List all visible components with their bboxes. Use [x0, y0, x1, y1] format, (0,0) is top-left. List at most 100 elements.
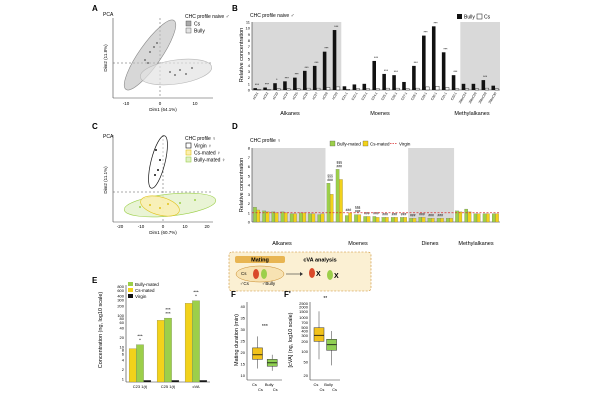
- panel-a-xtick: 10: [192, 101, 198, 106]
- panel-d-bar-bully: [473, 213, 478, 223]
- panel-b-sig: ***: [433, 21, 438, 25]
- panel-d-ytick: 0: [248, 220, 251, 225]
- panel-d-bar-cs: [311, 213, 316, 223]
- panel-d-legend-swatch-bully: [329, 140, 336, 147]
- panel-d-bar-bully: [427, 218, 432, 223]
- panel-d-bar-cs: [486, 213, 490, 223]
- panel-a-xtick: -10: [123, 101, 130, 106]
- panel-b-xtick: C27:1: [400, 91, 408, 101]
- panel-b-bar-bully: [431, 26, 436, 91]
- panel-b-xtick: nC23: [272, 91, 279, 100]
- panel-d-bar-cs: [375, 217, 380, 223]
- panel-f2-ytick: 300: [301, 333, 308, 338]
- panel-e-bar-bully: [136, 344, 144, 383]
- panel-f2-ytick: 500: [301, 325, 308, 330]
- panel-e-label: E: [92, 276, 98, 285]
- panel-f-ytick: 40: [241, 304, 246, 309]
- panel-f2-xtick: Bully: [324, 382, 333, 387]
- panel-e-legend-cs: Cs-mated: [135, 288, 155, 293]
- panel-d-bar-cs: [449, 218, 453, 223]
- panel-b-bar-cs: [425, 86, 430, 91]
- inset-mating-label: Mating: [251, 258, 269, 264]
- panel-d-bar-bully: [345, 215, 349, 223]
- panel-b-bar-bully: [352, 84, 357, 90]
- panel-d-bar-bully: [363, 216, 367, 223]
- panel-c-legend-cs-mated: Cs-mated ♀: [194, 151, 221, 157]
- panel-e-ytick: 600: [117, 288, 124, 293]
- panel-b-xtick: C28:1: [410, 91, 418, 101]
- panel-b-xtick: C22:1: [351, 91, 359, 101]
- panel-b-bar-cs: [385, 87, 390, 91]
- panel-b-xtick: nC25: [292, 91, 299, 100]
- panel-c-legend-virgin: Virgin ♀: [194, 144, 212, 150]
- panel-d-bar-bully: [492, 213, 496, 223]
- panel-b-xtick: C32:1: [450, 91, 458, 101]
- panel-e-ytick: 20: [120, 335, 125, 340]
- panel-b-xtick: 2MeC24: [458, 91, 468, 104]
- panel-b-xtick: nC22: [262, 91, 269, 100]
- panel-b-ylabel: Relative concentration: [239, 28, 245, 82]
- panel-b-bar-bully: [283, 81, 287, 90]
- panel-b-bar-cs: [346, 89, 351, 91]
- inset-cva-label: cVA analysis: [303, 258, 336, 264]
- panel-a-title: PCA: [103, 12, 114, 18]
- panel-d-sig: ###: [428, 213, 434, 217]
- panel-d-ytick: 8: [248, 146, 251, 151]
- panel-d-bar-bully: [381, 217, 386, 223]
- panel-e-chart: 800600400300200100806040201086421****C23…: [117, 284, 210, 389]
- panel-a-ellipse-cs: [123, 19, 177, 91]
- panel-a-legend-swatch-bully: [185, 27, 192, 34]
- panel-d-title: CHC profile ♀: [250, 138, 281, 144]
- panel-b-bar-bully: [491, 85, 496, 90]
- panel-c-ellipse-virgin: [148, 135, 168, 189]
- panel-f2-ytick: 1000: [299, 315, 309, 320]
- panel-e-ytick: 200: [117, 303, 124, 308]
- panel-f-xtick: Cs: [258, 387, 263, 392]
- panel-b-sig: ***: [483, 75, 488, 79]
- panel-e-ytick: 300: [117, 298, 124, 303]
- panel-e-ylabel: Concentration (ng, log10 scale): [98, 292, 104, 369]
- panel-d-bar-bully: [436, 218, 441, 223]
- panel-e-sig-bully-cs: *: [139, 338, 141, 343]
- panel-e-ytick: 800: [117, 284, 124, 289]
- panel-e-bar-virgin: [199, 380, 208, 383]
- panel-d-bar-cs: [476, 213, 481, 223]
- panel-f-ylabel: Mating duration (min): [234, 314, 240, 366]
- panel-b-shade-alkanes: [252, 22, 342, 90]
- panel-d-sig2: §§§: [355, 206, 361, 210]
- panel-b-bar-cs: [306, 87, 311, 91]
- fly-icon: [309, 268, 315, 278]
- panel-d-bar-cs: [339, 179, 343, 223]
- panel-b-bar-cs: [365, 88, 370, 91]
- panel-d-bar-cs: [366, 216, 371, 223]
- panel-b-group-moenes: Moenes: [370, 111, 390, 117]
- panel-b-bar-bully: [332, 30, 337, 91]
- panel-e-ytick: 100: [117, 313, 124, 318]
- panel-d-sig: ###: [327, 178, 333, 182]
- panel-b-bar-bully: [392, 75, 396, 90]
- panel-e-ytick: 400: [117, 294, 124, 299]
- panel-d-sig: ###: [355, 210, 361, 214]
- panel-f2-ytick: 20: [304, 373, 309, 378]
- panel-b-sig: ***: [295, 73, 300, 77]
- panel-d-bar-bully: [354, 214, 358, 223]
- panel-d-bar-cs: [265, 211, 270, 223]
- panel-e-bar-virgin: [143, 380, 152, 383]
- panel-b-sig: ***: [424, 31, 429, 35]
- panel-b-ytick: 2: [248, 75, 251, 80]
- panel-d-ytick: 4: [248, 183, 251, 188]
- panel-c-legend-swatch-virgin: [185, 142, 192, 149]
- panel-f-ytick: 10: [241, 373, 246, 378]
- panel-b-chart: 01234567891011***nC21***nC22*nC23***nC24…: [246, 20, 500, 104]
- panel-b-legend-swatch-bully: [457, 14, 462, 19]
- fly-icon: [261, 269, 267, 279]
- panel-b-group-alkanes: Alkanes: [280, 111, 300, 117]
- panel-b-bar-cs: [326, 87, 331, 91]
- panel-d-bar-bully: [253, 207, 257, 223]
- panel-b-ytick: 3: [248, 69, 251, 74]
- panel-d-legend-cs: Cs-mated: [370, 142, 390, 147]
- panel-b-bar-bully: [481, 80, 486, 90]
- panel-e-xtick: C25 1(t): [161, 384, 176, 389]
- panel-f2-box-cs: [313, 327, 325, 342]
- panel-e-bar-bully: [192, 300, 200, 383]
